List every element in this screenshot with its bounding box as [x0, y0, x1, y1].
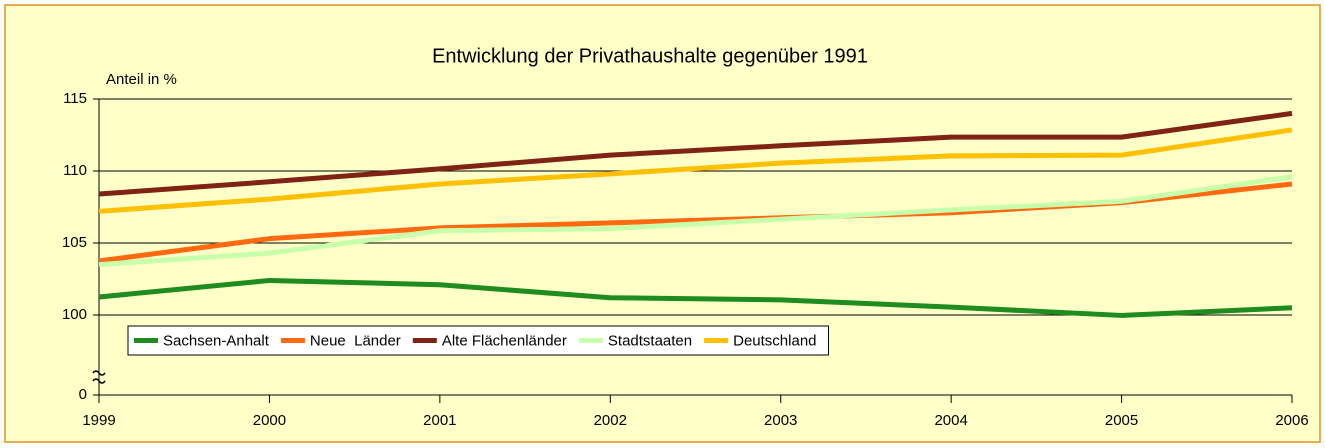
y-tick-label: 110	[63, 162, 87, 179]
x-tick-label: 2004	[934, 412, 967, 429]
legend-label: Alte Flächenländer	[442, 332, 567, 349]
x-tick-label: 2005	[1105, 412, 1138, 429]
legend-label: Sachsen-Anhalt	[163, 332, 270, 349]
series-line	[98, 110, 1293, 197]
series-line	[98, 174, 1293, 268]
chart-title: Entwicklung der Privathaushalte gegenübe…	[432, 45, 868, 67]
y-tick-label: 105	[62, 234, 87, 251]
x-tick-label: 2003	[764, 412, 797, 429]
x-tick-label: 2006	[1275, 412, 1308, 429]
y-tick-label: 100	[62, 306, 87, 323]
x-tick-label: 2001	[423, 412, 456, 429]
legend-label: Neue Länder	[310, 332, 401, 349]
x-tick-label: 1999	[82, 412, 115, 429]
legend-label: Stadtstaaten	[608, 332, 692, 349]
y-axis-label: Anteil in %	[106, 71, 177, 88]
legend-label: Deutschland	[733, 332, 816, 349]
y-tick-label: 0	[79, 386, 87, 403]
x-tick-label: 2002	[594, 412, 627, 429]
series-line	[98, 277, 1293, 318]
y-tick-label: 115	[63, 90, 87, 107]
x-tick-label: 2000	[253, 412, 286, 429]
series-line	[98, 127, 1293, 214]
axis-break	[92, 370, 106, 384]
